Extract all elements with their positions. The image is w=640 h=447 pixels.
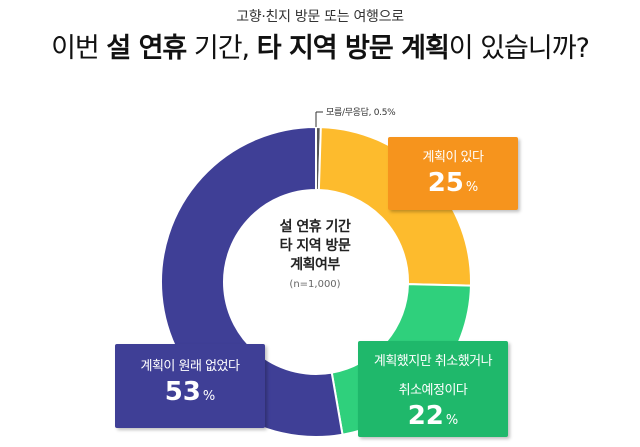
callout-no-label: 계획이 원래 없었다 xyxy=(140,359,240,374)
donut-center-label: 설 연휴 기간 타 지역 방문 계획여부 (n=1,000) xyxy=(255,218,375,290)
callout-yes-label: 계획이 있다 xyxy=(422,150,484,165)
callout-cancel: 계획했지만 취소했거나 취소예정이다 22% xyxy=(358,341,508,437)
callout-no-value: 53 xyxy=(164,377,201,407)
chart-title: 이번 설 연휴 기간, 타 지역 방문 계획이 있습니까? xyxy=(0,26,640,65)
title-part-5: 이 있습니까? xyxy=(448,33,590,64)
title-part-3: 기간, xyxy=(186,33,257,64)
title-part-2: 설 연휴 xyxy=(106,33,187,64)
callout-cancel-label-1: 계획했지만 취소했거나 xyxy=(373,354,493,369)
donut-hole xyxy=(225,191,407,373)
callout-yes-value: 25 xyxy=(427,168,464,198)
center-line-1: 설 연휴 기간 xyxy=(279,219,351,235)
chart-subtitle: 고향·친지 방문 또는 여행으로 xyxy=(236,9,404,25)
callout-cancel-label-2: 취소예정이다 xyxy=(398,383,468,398)
callout-yes: 계획이 있다 25% xyxy=(388,137,518,210)
center-line-2: 타 지역 방문 xyxy=(279,238,351,254)
callout-cancel-unit: % xyxy=(445,413,459,428)
sample-size: (n=1,000) xyxy=(289,279,341,290)
callout-no: 계획이 원래 없었다 53% xyxy=(115,344,265,428)
title-part-1: 이번 xyxy=(51,33,107,64)
center-line-3: 계획여부 xyxy=(290,257,340,273)
callout-no-unit: % xyxy=(202,389,216,404)
callout-cancel-value: 22 xyxy=(407,401,444,431)
dontknow-label: 모름/무응답, 0.5% xyxy=(326,108,396,118)
title-part-4: 타 지역 방문 계획 xyxy=(256,33,450,64)
callout-yes-unit: % xyxy=(465,180,479,195)
